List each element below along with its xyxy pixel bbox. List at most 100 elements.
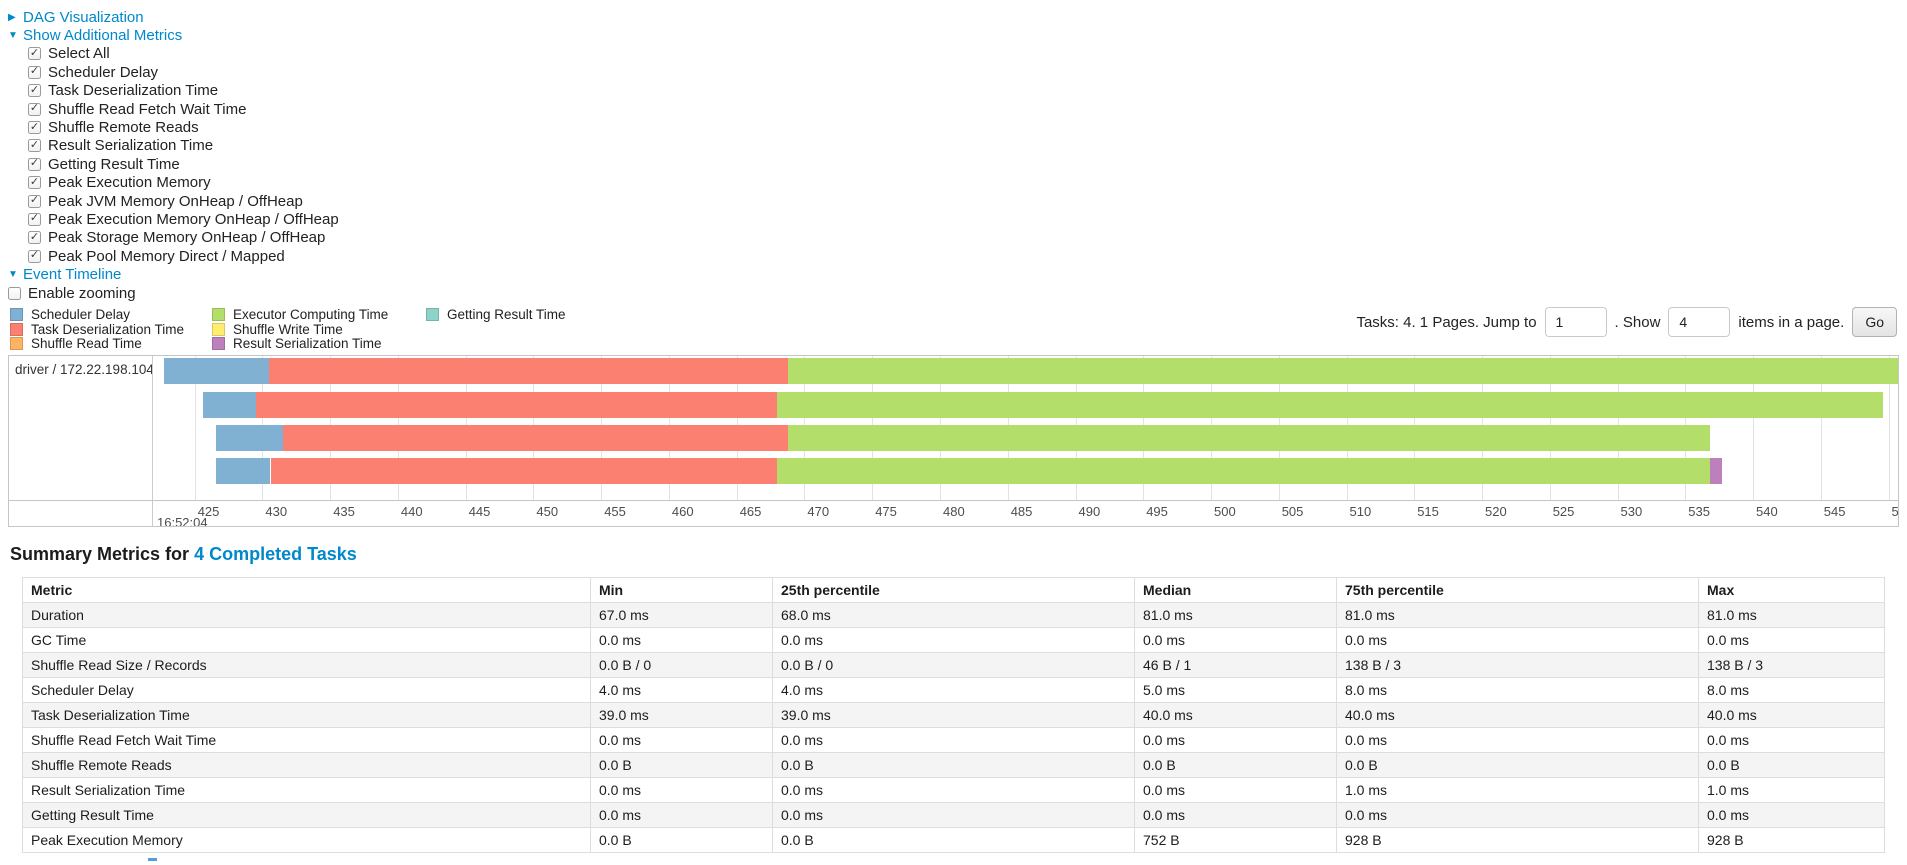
table-row: Peak Execution Memory 0.0 B 0.0 B 752 B 928 …: [22, 827, 1885, 854]
task-bar-executor-computing[interactable]: [777, 458, 1710, 485]
legend-swatch-icon: [212, 308, 225, 322]
table-cell: 0.0 B: [1134, 752, 1337, 779]
table-cell: Getting Result Time: [22, 802, 591, 829]
task-bar-scheduler-delay[interactable]: [216, 425, 283, 452]
show-label: . Show: [1614, 313, 1661, 331]
table-cell: 0.0 ms: [1134, 802, 1337, 829]
axis-tick-label: 435: [333, 504, 355, 520]
task-bar-task-deserialization[interactable]: [255, 391, 778, 418]
task-bar-executor-computing[interactable]: [777, 391, 1884, 418]
task-bar-result-serialization[interactable]: [1709, 458, 1722, 485]
table-cell: 1.0 ms: [1698, 777, 1885, 804]
items-in-page-label: items in a page.: [1738, 313, 1845, 331]
legend-label: Executor Computing Time: [233, 307, 389, 323]
metric-checkbox[interactable]: [28, 231, 41, 245]
gridline: [1753, 356, 1754, 501]
metric-checkbox[interactable]: [28, 121, 41, 135]
axis-tick-label: 530: [1620, 504, 1643, 520]
legend-label: Shuffle Read Time: [31, 336, 142, 352]
table-cell: 0.0 B / 0: [772, 652, 1135, 679]
table-cell: 40.0 ms: [1134, 702, 1337, 729]
axis-tick-label: 520: [1485, 504, 1507, 520]
table-cell: 39.0 ms: [772, 702, 1135, 729]
metric-checkbox[interactable]: [28, 249, 41, 263]
axis-tick-label: 500: [1214, 504, 1236, 520]
axis-tick-label: 525: [1552, 504, 1575, 520]
table-cell: 4.0 ms: [590, 677, 773, 704]
jump-to-page-input[interactable]: [1544, 307, 1607, 338]
metric-checkbox[interactable]: [28, 139, 41, 153]
axis-tick-label: 445: [468, 504, 491, 520]
task-bar-task-deserialization[interactable]: [270, 458, 778, 485]
completed-tasks-link[interactable]: 4 Completed Tasks: [194, 544, 357, 565]
table-row: Shuffle Read Fetch Wait Time 0.0 ms 0.0 ms…: [22, 727, 1885, 754]
legend-item: Executor Computing Time: [212, 307, 402, 322]
summary-metrics-heading: Summary Metrics for 4 Completed Tasks: [10, 544, 1899, 565]
table-cell: 8.0 ms: [1698, 677, 1885, 704]
metric-checkbox-label: Shuffle Read Fetch Wait Time: [48, 100, 247, 118]
dag-visualization-toggle[interactable]: ▶ DAG Visualization: [8, 9, 144, 26]
table-cell: 0.0 B / 0: [590, 652, 773, 679]
table-cell: Scheduler Delay: [22, 677, 591, 704]
metric-checkbox[interactable]: [28, 212, 41, 226]
table-row: Scheduler Delay 4.0 ms 4.0 ms 5.0 ms 8.0 ms 8…: [22, 677, 1885, 704]
table-cell: 0.0 ms: [772, 627, 1135, 654]
legend-label: Scheduler Delay: [31, 307, 131, 323]
axis-tick-label: 505: [1281, 504, 1304, 520]
axis-tick-label: 495: [1146, 504, 1168, 520]
enable-zooming-checkbox[interactable]: [8, 286, 21, 300]
axis-tick-label: 450: [536, 504, 559, 520]
metric-checkbox[interactable]: [28, 157, 41, 171]
legend-swatch-icon: [10, 337, 23, 351]
go-button[interactable]: Go: [1852, 307, 1897, 338]
summary-metrics-table: Metric Min 25th percentile Median 75th perce…: [22, 577, 1885, 854]
legend-swatch-icon: [426, 308, 439, 322]
table-cell: 752 B: [1134, 827, 1337, 854]
table-cell: 0.0 B: [772, 752, 1135, 779]
table-cell: 81.0 ms: [1336, 602, 1699, 629]
table-cell: 0.0 ms: [1698, 727, 1885, 754]
legend-swatch-icon: [212, 322, 225, 336]
legend-item: Scheduler Delay: [10, 307, 188, 322]
table-cell: 138 B / 3: [1698, 652, 1885, 679]
task-bar-executor-computing[interactable]: [788, 358, 1898, 385]
legend-item: Shuffle Write Time: [212, 322, 402, 337]
items-per-page-input[interactable]: [1668, 307, 1731, 338]
table-cell: 0.0 ms: [1698, 627, 1885, 654]
table-cell: 0.0 ms: [1698, 802, 1885, 829]
table-header-cell: Metric: [22, 577, 591, 604]
metric-checkbox[interactable]: [28, 47, 41, 61]
table-row: Shuffle Read Size / Records 0.0 B / 0 0.0 …: [22, 652, 1885, 679]
task-bar-task-deserialization[interactable]: [282, 425, 789, 452]
table-cell: 46 B / 1: [1134, 652, 1337, 679]
table-cell: Task Deserialization Time: [22, 702, 591, 729]
axis-tick-label: 545: [1823, 504, 1846, 520]
task-bar-scheduler-delay[interactable]: [216, 458, 271, 485]
event-timeline-chart: driver / 172.22.198.104 425 430 435 440 445 4…: [8, 355, 1899, 528]
table-cell: 67.0 ms: [590, 602, 773, 629]
task-bar-scheduler-delay[interactable]: [163, 358, 270, 385]
metric-checkbox-label: Peak Execution Memory: [48, 174, 211, 192]
axis-tick-label: 460: [671, 504, 694, 520]
table-cell: 5.0 ms: [1134, 677, 1337, 704]
metric-checkbox[interactable]: [28, 84, 41, 98]
metric-checkbox[interactable]: [28, 102, 41, 116]
axis-tick-label: 535: [1688, 504, 1710, 520]
task-bar-executor-computing[interactable]: [788, 425, 1710, 452]
axis-tick-label: 480: [943, 504, 965, 520]
table-cell: 0.0 ms: [590, 802, 773, 829]
show-additional-metrics-toggle[interactable]: ▼ Show Additional Metrics: [8, 27, 182, 44]
metric-checkbox[interactable]: [28, 65, 41, 79]
metric-checkbox[interactable]: [28, 176, 41, 190]
legend-item: Shuffle Read Time: [10, 336, 188, 351]
task-bar-scheduler-delay[interactable]: [202, 391, 256, 418]
axis-tick-label: 465: [739, 504, 762, 520]
legend-swatch-icon: [10, 308, 23, 322]
timeline-legend: Scheduler Delay Task Deserialization Time…: [8, 307, 590, 351]
metric-checkbox[interactable]: [28, 194, 41, 208]
event-timeline-toggle[interactable]: ▼ Event Timeline: [8, 266, 121, 283]
task-bar-task-deserialization[interactable]: [269, 358, 789, 385]
metric-checkbox-label: Shuffle Remote Reads: [48, 119, 199, 137]
axis-tick-label: 550: [1892, 504, 1899, 519]
